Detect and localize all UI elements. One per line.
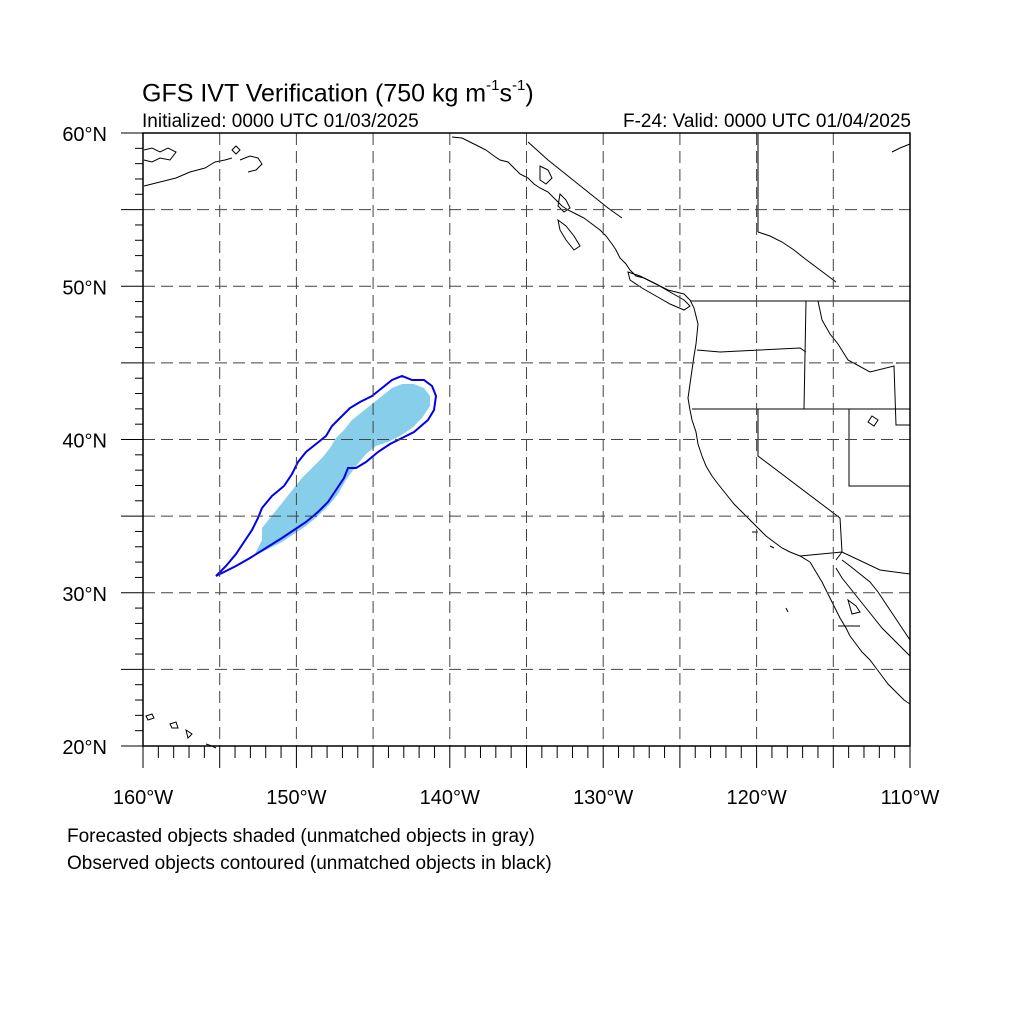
lat-label: 20°N [62,737,107,759]
observed-object [215,374,438,577]
lon-label: 120°W [726,787,786,809]
graticule [143,133,910,746]
lon-label: 160°W [113,787,173,809]
footer-note-forecast: Forecasted objects shaded (unmatched obj… [67,826,535,847]
lat-label: 40°N [62,431,107,453]
lat-label: 60°N [62,124,107,146]
lon-label: 130°W [573,787,633,809]
initialized-time: Initialized: 0000 UTC 01/03/2025 [142,111,419,132]
latitude-labels: 20°N 30°N 40°N 50°N 60°N [62,124,107,759]
forecast-object [254,384,430,556]
longitude-labels: 160°W 150°W 140°W 130°W 120°W 110°W [113,787,940,809]
coastlines [143,136,911,749]
lon-label: 140°W [420,787,480,809]
political-borders [527,134,911,627]
footer-note-observed: Observed objects contoured (unmatched ob… [67,853,552,874]
lat-label: 50°N [62,277,107,299]
lat-label: 30°N [62,584,107,606]
lon-label: 150°W [266,787,326,809]
valid-time: F-24: Valid: 0000 UTC 01/04/2025 [623,111,911,132]
lon-label: 110°W [881,787,940,809]
axis-ticks [121,132,911,768]
chart-title: GFS IVT Verification (750 kg m-1s-1) [142,77,534,108]
